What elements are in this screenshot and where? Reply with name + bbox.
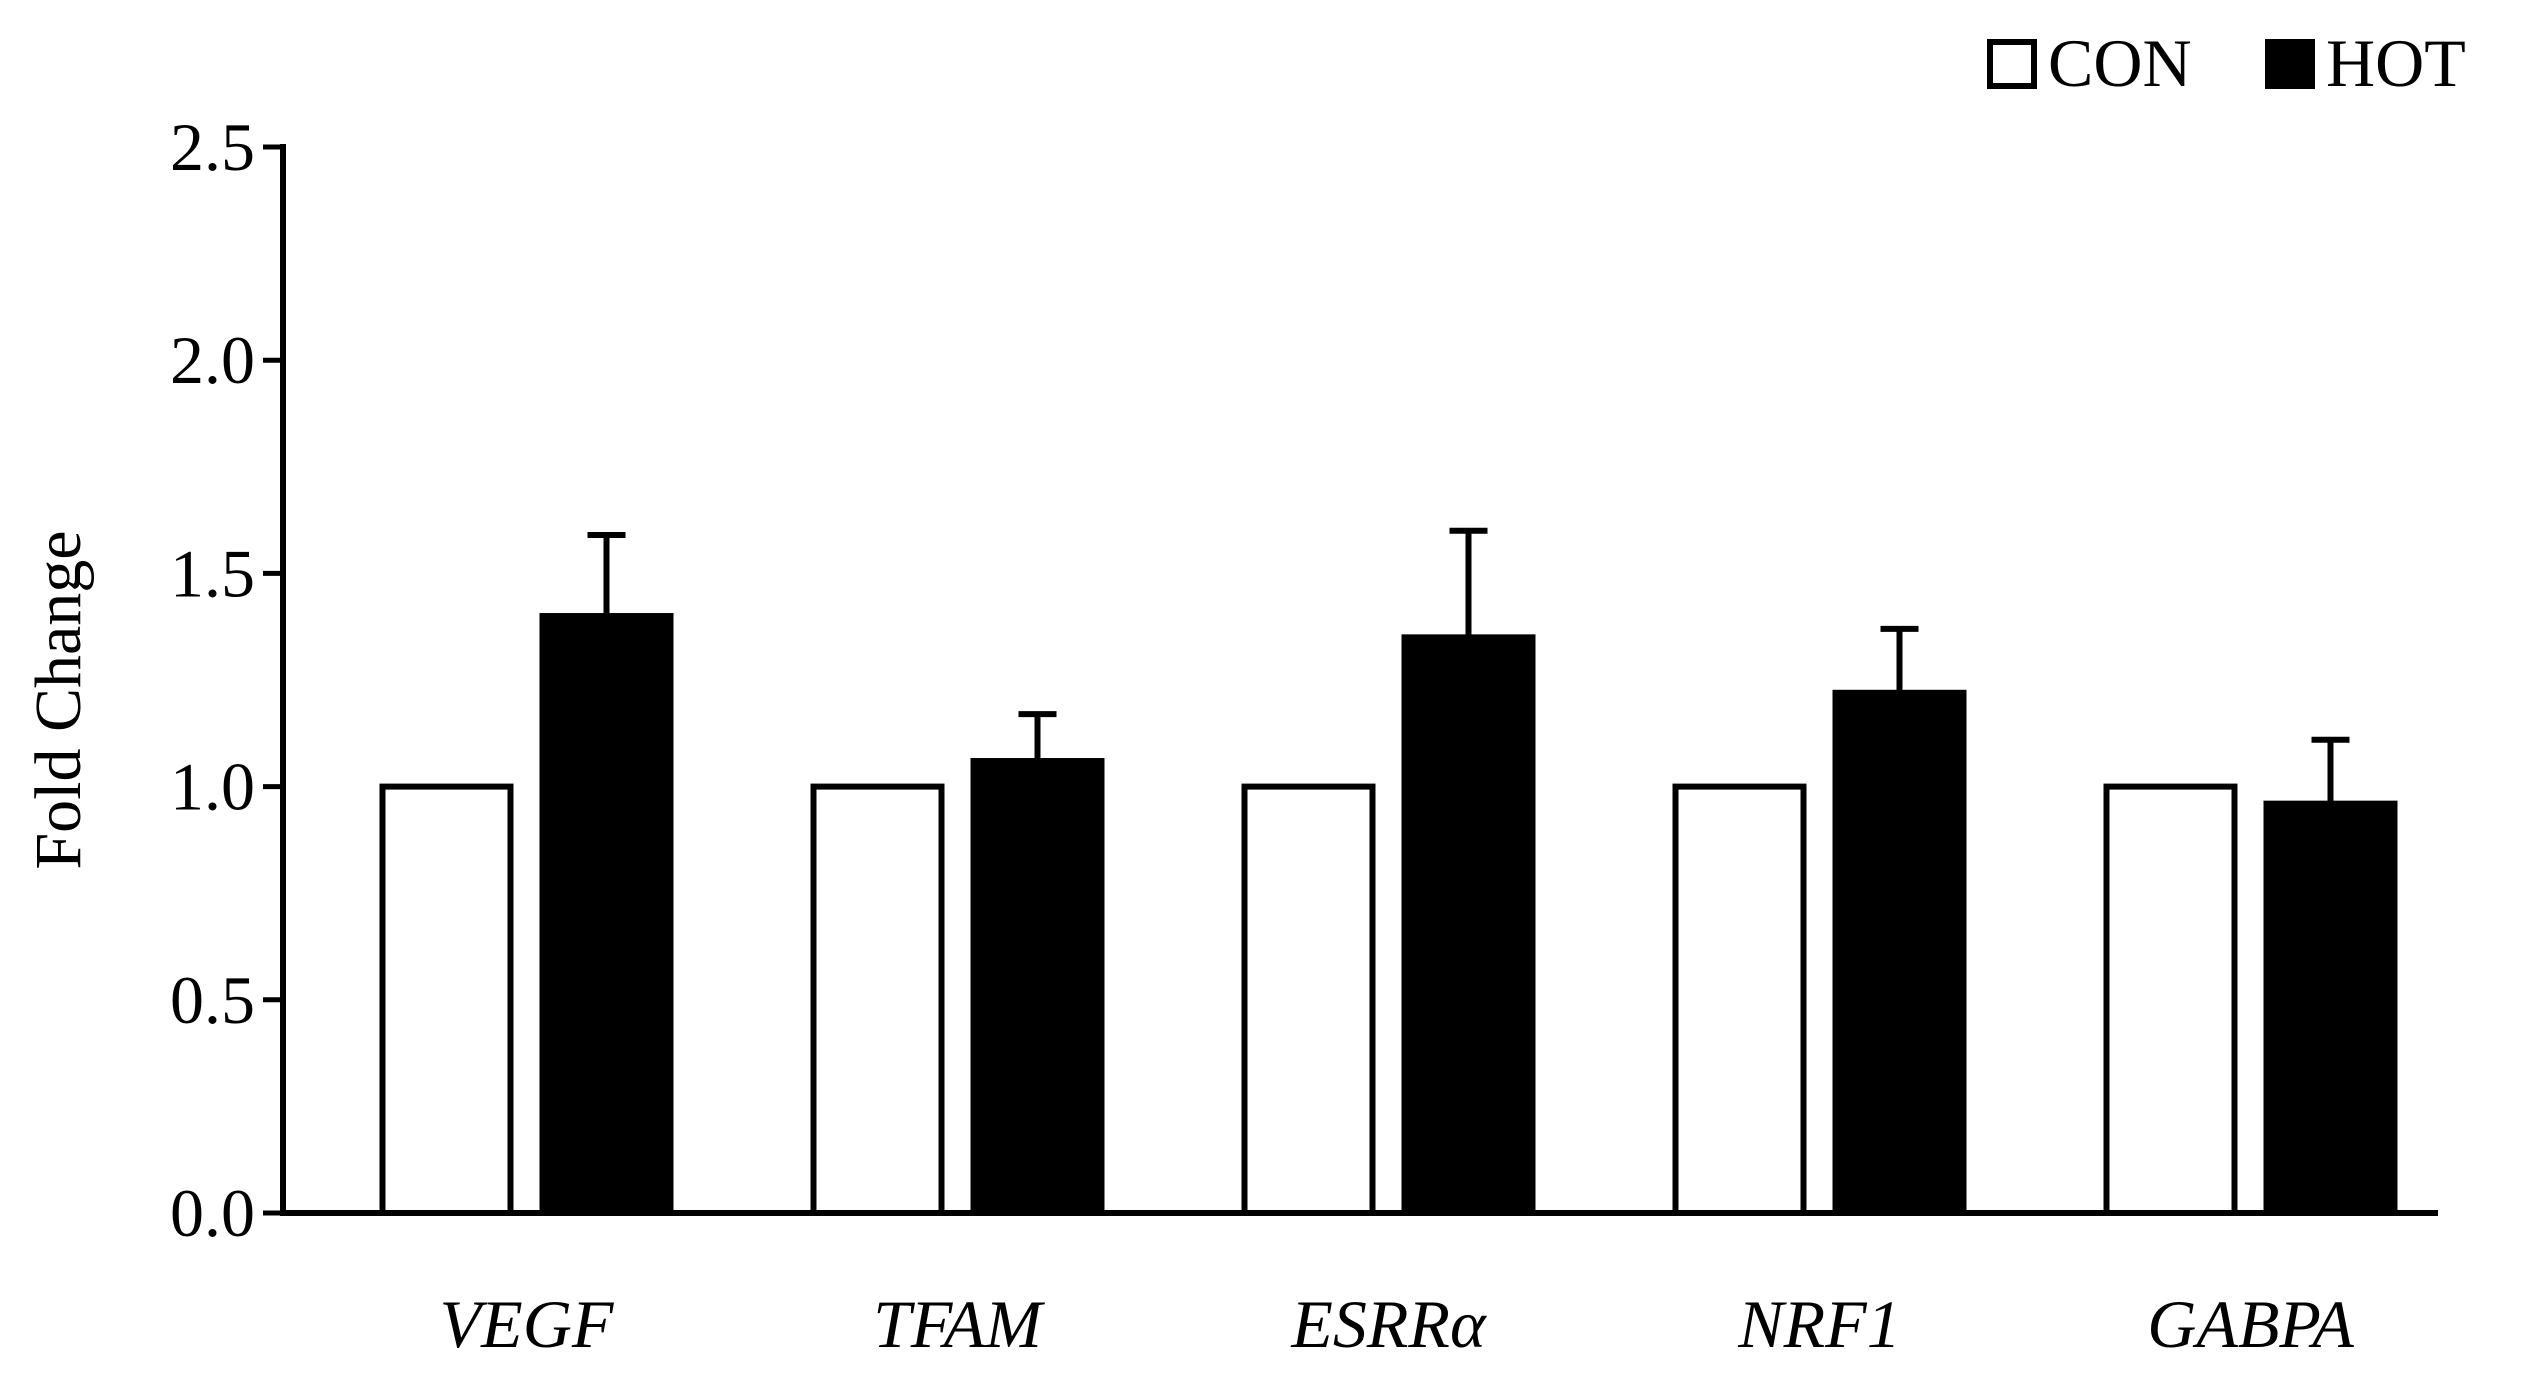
- bars-group: [379, 527, 2398, 1216]
- y-tick-label: 0.5: [170, 962, 255, 1038]
- bar-con: [1672, 783, 1807, 1216]
- y-tick-label: 0.0: [170, 1175, 255, 1251]
- x-category-label: VEGF: [440, 1286, 615, 1362]
- axes-group: [263, 144, 2438, 1216]
- x-category-label: TFAM: [873, 1286, 1045, 1362]
- legend-label-con: CON: [2048, 25, 2192, 101]
- legend-swatch-hot: [2265, 39, 2315, 89]
- bar-hot: [539, 613, 674, 1216]
- bar-hot: [2263, 800, 2398, 1216]
- x-category-label: ESRRα: [1290, 1286, 1487, 1362]
- bar-hot: [970, 758, 1105, 1216]
- y-tick-label: 2.0: [170, 322, 255, 398]
- y-tick-label: 2.5: [170, 109, 255, 185]
- labels-group: Fold Change 0.0 0.5 1.0 1.5 2.0 2.5 VEGF TFAM ES…: [22, 109, 2354, 1362]
- bar-con: [2103, 783, 2238, 1216]
- bar-hot: [1401, 634, 1536, 1216]
- legend: CON HOT: [1987, 25, 2466, 101]
- y-tick-label: 1.5: [170, 535, 255, 611]
- legend-swatch-con: [1987, 39, 2037, 89]
- y-tick-label: 1.0: [170, 749, 255, 825]
- x-category-label: GABPA: [2147, 1286, 2354, 1362]
- x-category-label: NRF1: [1737, 1286, 1900, 1362]
- legend-label-hot: HOT: [2326, 25, 2466, 101]
- bar-con: [379, 783, 514, 1216]
- bar-con: [810, 783, 945, 1216]
- bar-con: [1241, 783, 1376, 1216]
- y-axis-title: Fold Change: [22, 530, 95, 869]
- bar-hot: [1832, 689, 1967, 1216]
